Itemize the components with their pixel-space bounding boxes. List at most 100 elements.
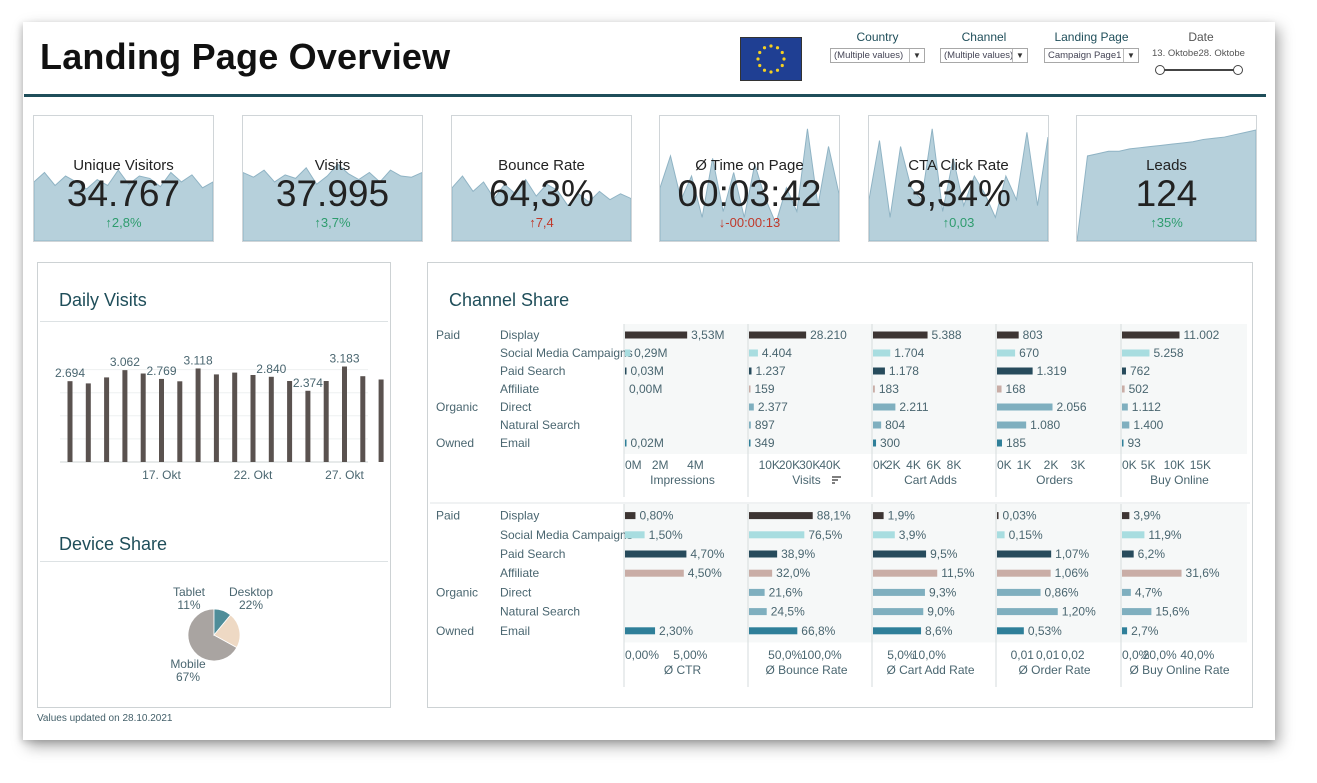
star-icon bbox=[775, 46, 780, 50]
bar-value-label: 1,9% bbox=[888, 509, 916, 523]
axis-tick-label: 0K bbox=[873, 458, 888, 472]
pie-slice-desktop bbox=[213, 614, 241, 649]
pie-label-value: 11% bbox=[177, 598, 200, 612]
kpi-label: Unique Visitors bbox=[73, 157, 174, 174]
channel-filter[interactable]: Channel (Multiple values) ▼ bbox=[940, 30, 1028, 63]
pie-label-name: Mobile bbox=[170, 657, 206, 671]
daily-value-label: 2.559 bbox=[384, 370, 385, 384]
bar-value-label: 15,6% bbox=[1155, 605, 1189, 619]
kpi-card-2[interactable]: Visits 37.995 ↑3,7% bbox=[242, 115, 423, 242]
kpi-card-3[interactable]: Bounce Rate 64,3% ↑7,4 bbox=[451, 115, 632, 242]
channel-bar bbox=[1122, 403, 1128, 411]
date-range-slider[interactable] bbox=[1155, 65, 1243, 75]
daily-visits-title: Daily Visits bbox=[59, 290, 147, 310]
bar-value-label: 9,0% bbox=[927, 605, 955, 619]
daily-bar bbox=[213, 374, 219, 462]
bar-area-background bbox=[624, 324, 1247, 454]
row-group-label: Paid bbox=[436, 328, 460, 342]
channel-bar bbox=[625, 531, 645, 539]
channel-bar bbox=[625, 439, 627, 447]
bar-value-label: 1.112 bbox=[1132, 400, 1161, 414]
daily-bar bbox=[85, 383, 91, 462]
slider-end-handle[interactable] bbox=[1233, 65, 1243, 75]
star-icon bbox=[782, 57, 786, 61]
bar-value-label: 349 bbox=[755, 436, 775, 450]
slider-track bbox=[1156, 69, 1242, 71]
chevron-down-icon[interactable]: ▼ bbox=[909, 49, 924, 62]
channel-bar bbox=[997, 403, 1053, 411]
date-filter[interactable]: Date 13. Oktobe28. Oktobe bbox=[1152, 30, 1250, 75]
country-filter[interactable]: Country (Multiple values) ▼ bbox=[830, 30, 925, 63]
bar-value-label: 803 bbox=[1023, 328, 1043, 342]
channel-bar bbox=[625, 627, 656, 635]
star-icon bbox=[756, 57, 760, 61]
kpi-sparkline bbox=[34, 169, 213, 241]
date-start: 13. Oktobe bbox=[1152, 48, 1199, 59]
bar-value-label: 0,53% bbox=[1028, 624, 1062, 638]
bar-value-label: 76,5% bbox=[808, 528, 842, 542]
bar-value-label: 4,7% bbox=[1135, 585, 1163, 599]
channel-bar bbox=[749, 403, 754, 411]
axis-title: Buy Online bbox=[1150, 473, 1209, 487]
landing-page-select[interactable]: Campaign Page1 ▼ bbox=[1044, 48, 1139, 63]
bar-value-label: 168 bbox=[1006, 382, 1026, 396]
axis-tick-label: 20,0% bbox=[1143, 648, 1177, 662]
kpi-card-4[interactable]: Ø Time on Page 00:03:42 ↓-00:00:13 bbox=[659, 115, 840, 242]
channel-bar bbox=[873, 588, 925, 596]
bar-value-label: 0,29M bbox=[634, 346, 667, 360]
country-select[interactable]: (Multiple values) ▼ bbox=[830, 48, 925, 63]
date-range-labels: 13. Oktobe28. Oktobe bbox=[1152, 48, 1247, 59]
country-select-value: (Multiple values) bbox=[834, 50, 904, 61]
pie-label-name: Desktop bbox=[229, 585, 273, 599]
row-channel-label: Email bbox=[500, 436, 530, 450]
bar-value-label: 32,0% bbox=[776, 566, 810, 580]
channel-bar bbox=[873, 403, 896, 411]
bar-value-label: 0,86% bbox=[1045, 585, 1079, 599]
sparkline-area bbox=[34, 169, 213, 241]
row-channel-label: Social Media Campaigns bbox=[500, 346, 633, 360]
landing-page-filter[interactable]: Landing Page Campaign Page1 ▼ bbox=[1044, 30, 1139, 63]
chevron-down-icon[interactable]: ▼ bbox=[1123, 49, 1138, 62]
kpi-sparkline bbox=[869, 128, 1048, 241]
row-channel-label: Display bbox=[500, 509, 539, 523]
channel-bar bbox=[749, 512, 813, 520]
kpi-delta: ↑3,7% bbox=[314, 215, 351, 230]
axis-title: Cart Adds bbox=[904, 473, 957, 487]
bar-value-label: 0,03% bbox=[1003, 509, 1037, 523]
sparkline-area bbox=[660, 128, 839, 241]
axis-tick-label: 0,00% bbox=[625, 648, 659, 662]
channel-bar bbox=[625, 349, 631, 357]
bar-value-label: 8,6% bbox=[925, 624, 953, 638]
bar-value-label: 2.056 bbox=[1057, 400, 1087, 414]
pie-label-value: 22% bbox=[239, 598, 263, 612]
bar-value-label: 3,9% bbox=[1133, 509, 1161, 523]
kpi-card-5[interactable]: CTA Click Rate 3,34% ↑0,03 bbox=[868, 115, 1049, 242]
chevron-down-icon[interactable]: ▼ bbox=[1012, 49, 1027, 62]
daily-bar bbox=[378, 379, 384, 462]
star-icon bbox=[780, 50, 784, 55]
slider-start-handle[interactable] bbox=[1155, 65, 1165, 75]
daily-value-label: 3.062 bbox=[110, 355, 140, 369]
star-icon bbox=[780, 63, 784, 68]
daily-bar bbox=[287, 381, 293, 462]
axis-tick-label: 8K bbox=[947, 458, 962, 472]
axis-title: Visits bbox=[792, 473, 820, 487]
channel-bar bbox=[1122, 385, 1125, 393]
axis-tick-label: 3K bbox=[1071, 458, 1086, 472]
kpi-card-6[interactable]: Leads 124 ↑35% bbox=[1076, 115, 1257, 242]
axis-title: Ø Bounce Rate bbox=[765, 663, 847, 677]
eu-flag-icon bbox=[740, 37, 802, 81]
footnote: Values updated on 28.10.2021 bbox=[37, 713, 173, 724]
axis-tick-label: 20K bbox=[779, 458, 800, 472]
channel-select[interactable]: (Multiple values) ▼ bbox=[940, 48, 1028, 63]
channel-bar bbox=[1122, 421, 1130, 429]
daily-value-label: 3.183 bbox=[329, 352, 359, 366]
row-channel-label: Display bbox=[500, 328, 539, 342]
kpi-card-1[interactable]: Unique Visitors 34.767 ↑2,8% bbox=[33, 115, 214, 242]
daily-value-label: 2.769 bbox=[146, 364, 176, 378]
bar-value-label: 3,9% bbox=[899, 528, 927, 542]
daily-bar bbox=[250, 375, 256, 462]
channel-bar bbox=[1122, 588, 1131, 596]
channel-bar bbox=[1122, 608, 1152, 616]
row-channel-label: Direct bbox=[500, 400, 532, 414]
